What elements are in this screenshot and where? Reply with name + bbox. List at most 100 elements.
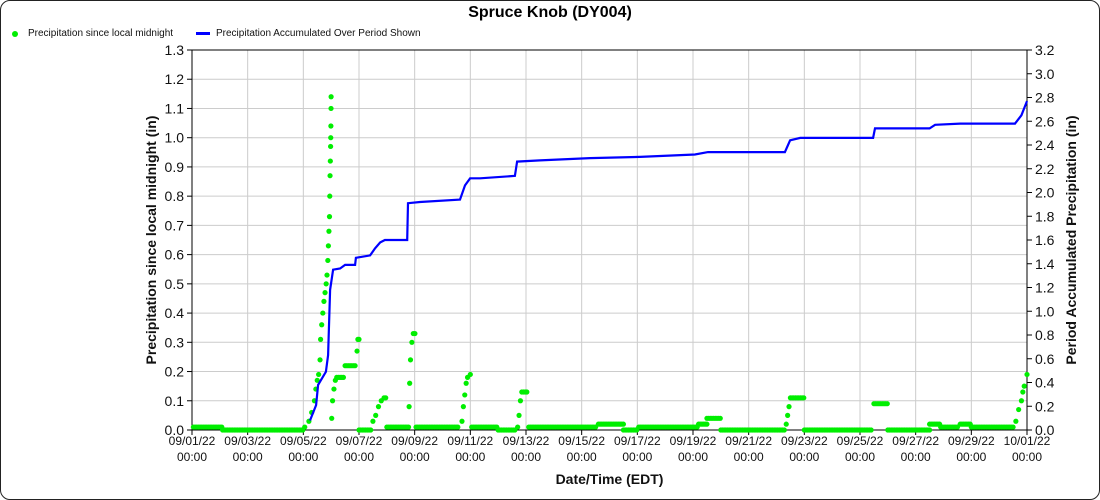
data-point-daily [332,377,338,383]
x-tick-label-time: 00:00 [956,450,986,464]
x-tick-label-time: 00:00 [511,450,541,464]
x-tick-label-time: 00:00 [288,450,318,464]
data-point-daily [1018,398,1025,404]
y-tick-label-left: 0.7 [165,217,185,233]
data-point-daily [323,281,329,287]
x-tick-label-time: 00:00 [344,450,374,464]
data-point-daily [326,214,333,220]
data-point-daily [383,395,389,401]
x-tick-label-time: 00:00 [1012,450,1042,464]
blue-line-icon [196,32,210,35]
data-point-daily [325,257,331,264]
data-point-daily [329,398,336,404]
data-point-daily [407,357,414,363]
x-tick-label-time: 00:00 [177,450,207,464]
y-tick-label-right: 0.2 [1035,398,1055,414]
x-tick-label-date: 09/07/22 [336,434,383,448]
data-point-daily [328,135,334,141]
data-point-daily [459,418,465,424]
data-point-daily [467,371,473,378]
data-point-daily [704,421,710,427]
data-point-daily [1020,389,1026,395]
x-tick-label-date: 09/17/22 [614,434,661,448]
data-point-daily [320,310,326,316]
data-point-daily [317,357,323,363]
y-tick-label-right: 0.0 [1035,422,1055,438]
data-point-daily [327,193,333,199]
data-point-daily [801,395,807,401]
y-tick-label-right: 2.6 [1035,113,1055,129]
data-point-daily [319,322,325,328]
y-tick-label-right: 2.4 [1035,137,1055,153]
data-point-daily [868,427,874,433]
x-tick-label-date: 09/09/22 [391,434,438,448]
data-point-daily [455,424,461,430]
y-tick-label-right: 0.8 [1035,327,1055,343]
data-point-daily [331,386,337,392]
x-tick-label-date: 09/13/22 [503,434,550,448]
y-tick-label-left: 0.8 [165,188,185,204]
data-point-daily [884,401,890,407]
data-point-daily [406,404,412,410]
data-point-daily [368,427,374,433]
data-point-daily [326,228,332,234]
data-point-daily [516,412,522,418]
y-tick-label-left: 0.1 [165,393,185,409]
data-point-daily [1024,371,1030,378]
x-tick-label-date: 09/19/22 [670,434,717,448]
data-point-daily [325,243,331,249]
x-tick-label-time: 00:00 [233,450,263,464]
data-point-daily [517,398,524,404]
data-point-daily [463,380,469,386]
x-tick-label-time: 00:00 [567,450,597,464]
data-point-daily [327,158,333,164]
data-point-daily [328,143,334,150]
x-tick-label-time: 00:00 [400,450,430,464]
data-point-daily [926,427,933,433]
chart-title: Spruce Knob (DY004) [468,4,632,21]
data-point-daily [316,371,322,378]
x-tick-label-time: 00:00 [845,450,875,464]
y-tick-label-right: 1.4 [1035,256,1055,272]
y-axis-label-left: Precipitation since local midnight (in) [143,116,159,365]
x-tick-label-time: 00:00 [622,450,652,464]
x-tick-label-date: 09/03/22 [224,434,271,448]
data-point-daily [329,415,335,421]
y-tick-label-right: 2.0 [1035,185,1055,201]
data-point-daily [317,336,324,342]
y-tick-label-right: 1.6 [1035,232,1055,248]
data-point-daily [1010,424,1016,430]
data-point-daily [354,348,360,354]
data-point-daily [717,415,723,421]
y-tick-label-right: 1.0 [1035,303,1055,319]
data-point-daily [409,339,415,345]
x-tick-label-date: 09/27/22 [892,434,939,448]
y-tick-label-left: 0.0 [165,422,185,438]
x-tick-label-date: 09/29/22 [948,434,995,448]
y-tick-label-left: 0.9 [165,159,185,175]
data-point-daily [356,336,362,342]
data-point-daily [620,421,627,427]
y-tick-label-right: 1.8 [1035,208,1055,224]
x-tick-label-time: 00:00 [455,450,485,464]
y-axis-label-right: Period Accumulated Precipitation (in) [1063,115,1079,364]
data-point-daily [328,105,334,112]
data-point-daily [1013,418,1019,424]
y-tick-label-left: 1.1 [165,100,185,116]
data-point-daily [322,290,328,296]
data-point-daily [1021,383,1027,389]
legend-item-accumulated: Precipitation Accumulated Over Period Sh… [196,28,421,39]
y-tick-label-right: 3.2 [1035,42,1055,58]
data-point-daily [462,392,468,398]
data-point-daily [378,398,384,404]
accumulated-line [308,100,1029,421]
x-tick-label-time: 00:00 [789,450,819,464]
data-point-daily [405,424,412,430]
legend-item-daily: Precipitation since local midnight [12,28,173,39]
data-point-daily [328,94,334,100]
data-point-daily [321,298,327,304]
data-point-daily [460,404,466,410]
data-point-daily [302,424,308,430]
